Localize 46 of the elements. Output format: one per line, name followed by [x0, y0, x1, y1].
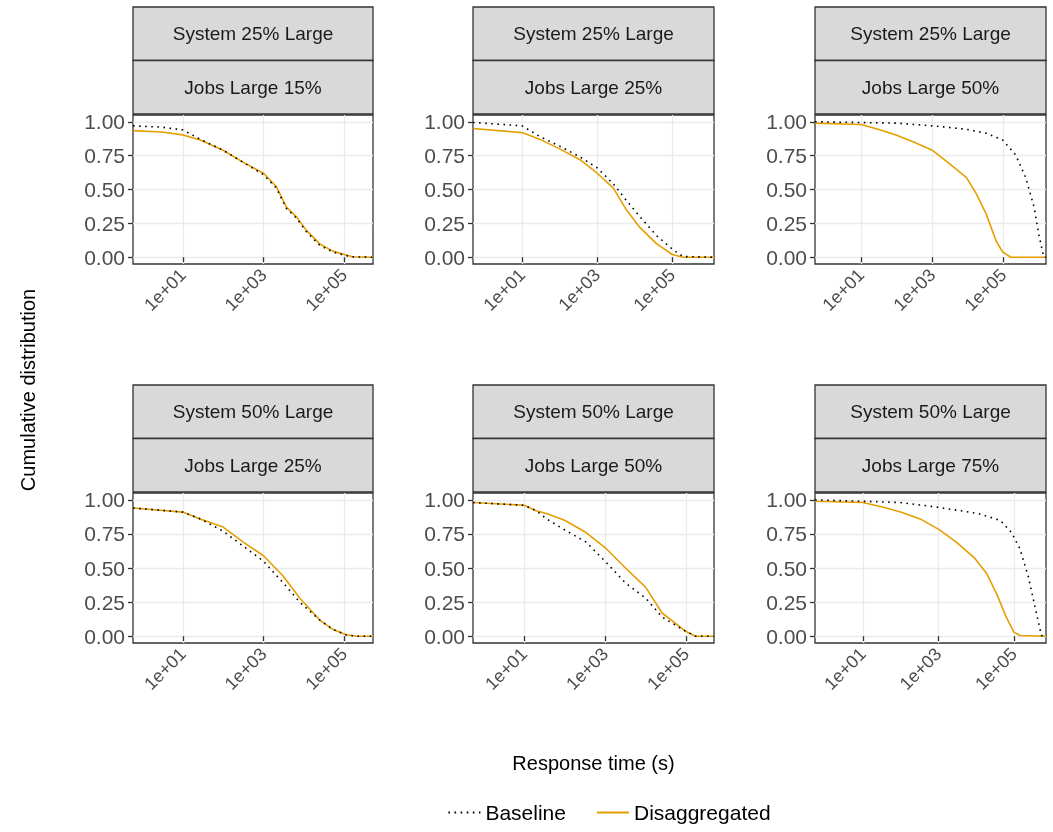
y-tick-label: 0.25	[84, 211, 125, 235]
chart-subtitle: Jobs Large 75%	[861, 454, 1000, 476]
chart-subtitle: Jobs Large 25%	[524, 76, 663, 98]
y-tick-label: 0.25	[424, 211, 465, 235]
y-tick-label: 0.50	[84, 178, 125, 201]
chart-title: System 50% Large	[513, 401, 674, 423]
y-tick-label: 0.75	[424, 144, 465, 168]
y-tick-label: 0.25	[766, 590, 807, 614]
y-tick-label: 0.25	[766, 211, 807, 235]
y-tick-label: 1.00	[766, 488, 807, 512]
chart-title: System 50% Large	[850, 401, 1011, 423]
y-tick-label: 0.00	[766, 624, 807, 648]
y-tick-label: 0.75	[766, 144, 807, 168]
y-tick-label: 0.50	[766, 178, 807, 201]
chart-subtitle: Jobs Large 50%	[524, 454, 663, 476]
chart-title: System 25% Large	[172, 23, 334, 45]
y-tick-label: 0.25	[84, 590, 125, 614]
y-tick-label: 0.00	[424, 245, 465, 269]
y-tick-label: 0.50	[766, 556, 807, 580]
y-tick-label: 0.00	[766, 245, 807, 269]
y-tick-label: 0.75	[424, 522, 465, 546]
legend-label: Disaggregated	[633, 801, 771, 824]
chart-title: System 25% Large	[513, 23, 674, 45]
legend-label: Baseline	[485, 801, 566, 824]
y-tick-label: 1.00	[84, 110, 125, 134]
y-tick-label: 0.50	[424, 556, 465, 580]
y-tick-label: 0.25	[424, 590, 465, 614]
y-tick-label: 1.00	[766, 110, 807, 134]
y-tick-label: 0.50	[424, 178, 465, 201]
y-tick-label: 0.75	[766, 522, 807, 546]
chart-title: System 25% Large	[850, 23, 1011, 45]
y-tick-label: 0.00	[424, 624, 465, 648]
chart-subtitle: Jobs Large 50%	[861, 76, 1000, 98]
y-tick-label: 0.00	[84, 624, 125, 648]
y-tick-label: 1.00	[424, 488, 465, 512]
y-tick-label: 1.00	[84, 488, 125, 512]
chart-title: System 50% Large	[172, 401, 334, 423]
y-tick-label: 1.00	[424, 110, 465, 134]
x-axis-title: Response time (s)	[512, 752, 675, 774]
y-tick-label: 0.50	[84, 556, 125, 580]
y-tick-label: 0.75	[84, 144, 125, 168]
chart-subtitle: Jobs Large 15%	[184, 76, 322, 98]
y-tick-label: 0.75	[84, 522, 125, 546]
chart-subtitle: Jobs Large 25%	[184, 454, 322, 476]
y-tick-label: 0.00	[84, 245, 125, 269]
y-axis-title: Cumulative distribution	[17, 288, 39, 492]
